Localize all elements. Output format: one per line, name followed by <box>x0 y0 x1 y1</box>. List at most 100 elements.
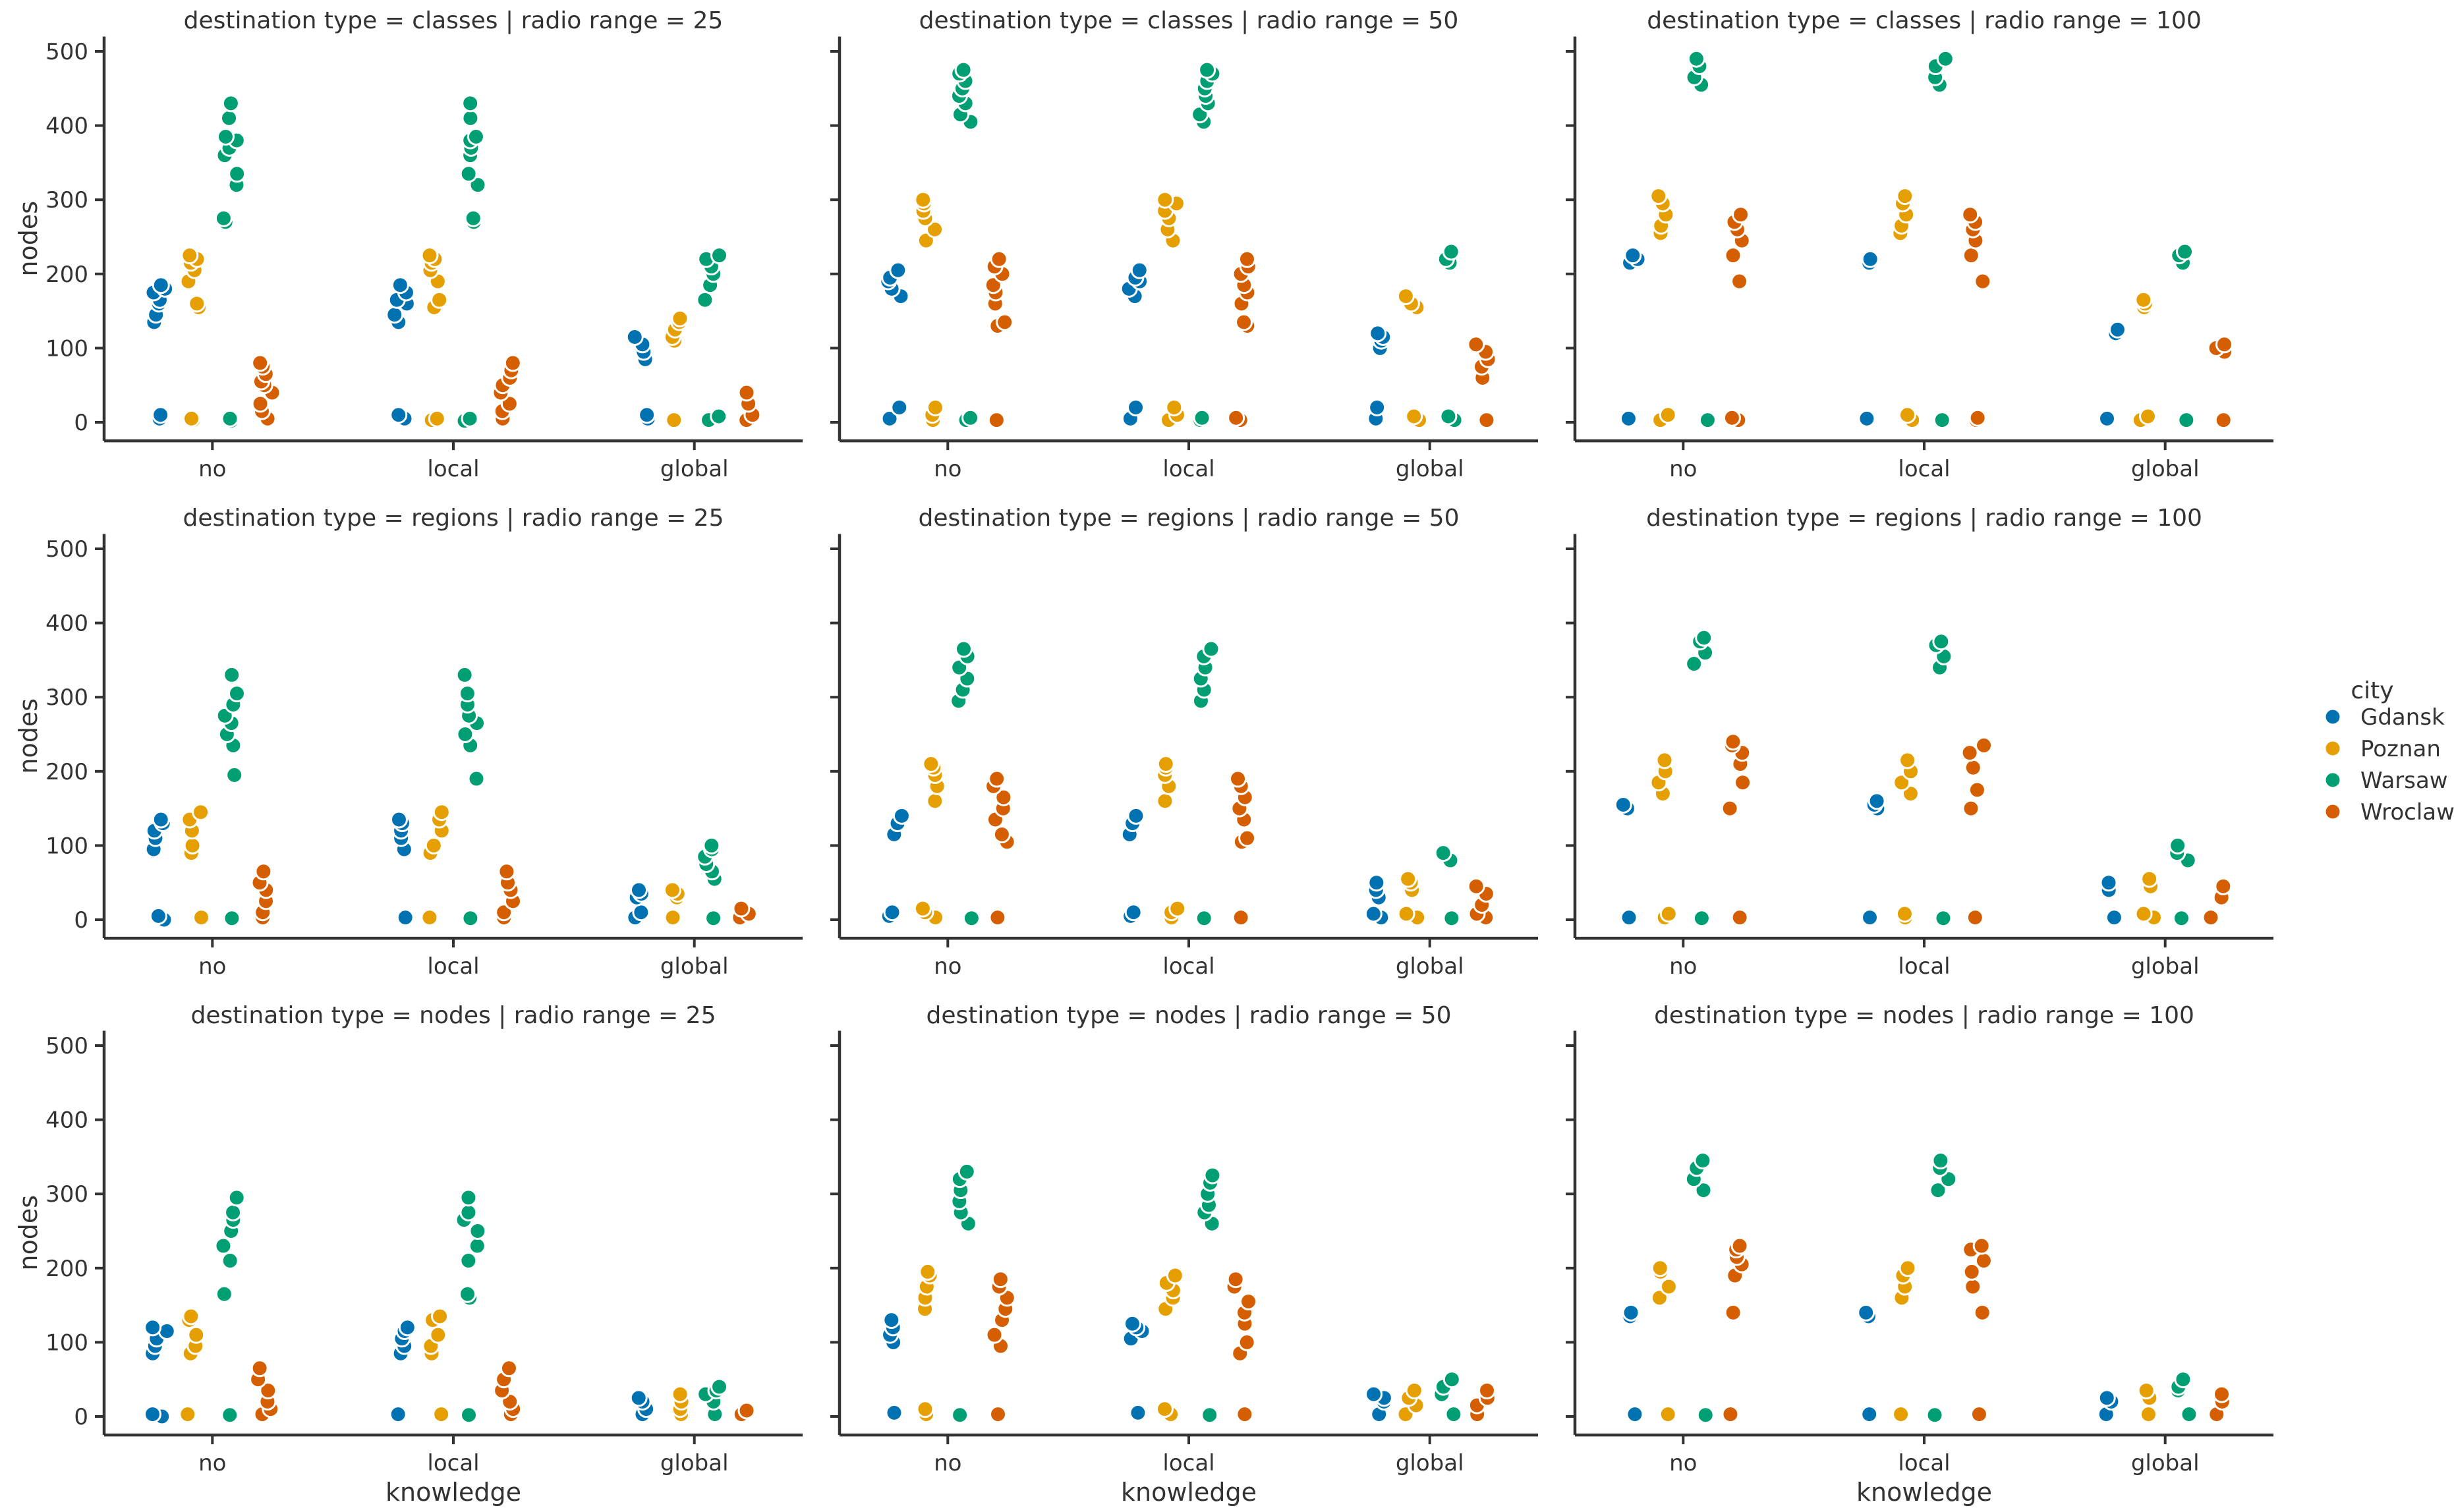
x-tick-label: local <box>427 456 479 482</box>
facet-title: destination type = nodes | radio range =… <box>927 1002 1452 1029</box>
data-point-poznan <box>183 836 202 854</box>
data-point-warsaw <box>957 1162 976 1181</box>
y-tick-label: 400 <box>45 113 88 140</box>
data-point-wroclaw <box>2202 909 2220 927</box>
data-point-poznan <box>181 246 199 265</box>
data-point-poznan <box>665 411 683 430</box>
data-point-poznan <box>926 220 944 238</box>
data-point-gdansk <box>1860 909 1879 927</box>
data-point-warsaw <box>1195 909 1213 928</box>
data-point-poznan <box>1659 406 1677 424</box>
data-point-warsaw <box>461 94 480 113</box>
data-point-poznan <box>671 1385 689 1403</box>
data-point-warsaw <box>461 109 480 127</box>
data-point-warsaw <box>1698 411 1717 430</box>
data-points <box>1619 49 2234 430</box>
data-point-wroclaw <box>499 1359 518 1378</box>
data-point-wroclaw <box>992 826 1011 844</box>
data-point-warsaw <box>1694 1181 1713 1200</box>
data-point-poznan <box>182 1307 200 1326</box>
legend-label-wroclaw: Wroclaw <box>2360 799 2454 826</box>
data-point-poznan <box>2134 291 2153 309</box>
data-point-gdansk <box>1124 903 1143 922</box>
data-point-wroclaw <box>254 862 273 881</box>
x-tick-label: global <box>2131 1450 2200 1476</box>
data-point-poznan <box>1405 1382 1423 1400</box>
data-points <box>1614 629 2233 928</box>
x-tick-label: no <box>1669 456 1697 482</box>
facet-title: destination type = nodes | radio range =… <box>191 1002 716 1029</box>
data-point-wroclaw <box>2212 1385 2231 1403</box>
data-point-warsaw <box>227 685 246 703</box>
data-point-gdansk <box>398 1318 416 1337</box>
y-tick-label: 400 <box>45 611 88 637</box>
data-point-wroclaw <box>1732 206 1750 224</box>
y-tick-label: 100 <box>45 335 88 362</box>
data-point-warsaw <box>1442 1370 1461 1389</box>
legend-marker-wroclaw <box>2324 802 2342 821</box>
x-tick-label: no <box>198 456 226 482</box>
data-point-gdansk <box>1622 1303 1640 1322</box>
data-point-wroclaw <box>988 770 1006 788</box>
data-point-poznan <box>1156 755 1175 773</box>
x-tick-label: no <box>198 953 226 980</box>
data-point-poznan <box>431 1307 449 1326</box>
data-point-warsaw <box>1203 1166 1222 1185</box>
data-point-warsaw <box>702 836 721 854</box>
data-point-poznan <box>1399 870 1417 888</box>
data-point-warsaw <box>1442 909 1461 928</box>
data-point-poznan <box>1896 187 1914 206</box>
data-point-poznan <box>424 836 443 854</box>
data-point-wroclaw <box>1964 758 1982 777</box>
data-point-poznan <box>179 1405 197 1424</box>
data-point-warsaw <box>2172 909 2190 928</box>
data-point-wroclaw <box>994 788 1013 806</box>
data-point-poznan <box>1898 751 1917 770</box>
data-point-warsaw <box>469 1222 487 1240</box>
data-point-poznan <box>1155 1400 1174 1418</box>
data-point-gdansk <box>1369 324 1387 343</box>
y-tick-label: 300 <box>45 187 88 213</box>
data-point-warsaw <box>223 665 241 684</box>
data-point-warsaw <box>1929 1181 1947 1200</box>
x-tick-label: no <box>934 456 961 482</box>
data-point-gdansk <box>1858 409 1876 428</box>
data-point-warsaw <box>458 1285 476 1303</box>
data-point-gdansk <box>1614 795 1632 814</box>
data-point-warsaw <box>704 909 723 928</box>
data-point-warsaw <box>710 1378 729 1396</box>
data-point-wroclaw <box>1238 829 1257 847</box>
data-point-warsaw <box>710 407 728 426</box>
data-point-wroclaw <box>498 862 516 881</box>
data-points <box>144 94 762 430</box>
data-point-wroclaw <box>989 1405 1008 1424</box>
data-point-gdansk <box>2099 874 2118 892</box>
data-point-gdansk <box>391 276 409 294</box>
data-point-wroclaw <box>1968 408 1987 427</box>
facet-panel: destination type = classes | radio range… <box>1566 7 2273 482</box>
data-point-warsaw <box>460 1406 478 1424</box>
data-point-wroclaw <box>1974 272 1992 291</box>
data-point-gdansk <box>880 409 899 428</box>
facet-panel: destination type = classes | radio range… <box>14 7 803 482</box>
data-point-wroclaw <box>1235 313 1253 331</box>
data-point-poznan <box>432 803 451 822</box>
x-tick-label: global <box>660 456 729 482</box>
data-point-poznan <box>1165 398 1184 416</box>
data-point-wroclaw <box>990 250 1008 268</box>
data-point-wroclaw <box>1232 909 1250 927</box>
y-tick-label: 500 <box>45 39 88 65</box>
data-point-poznan <box>1405 407 1423 426</box>
legend-marker-warsaw <box>2324 771 2342 789</box>
x-axis-title: knowledge <box>385 1478 521 1507</box>
x-tick-label: local <box>1162 456 1214 482</box>
data-point-gdansk <box>1367 874 1386 892</box>
data-point-warsaw <box>214 209 233 227</box>
legend-label-poznan: Poznan <box>2360 736 2441 762</box>
x-tick-label: no <box>1669 953 1697 980</box>
data-point-warsaw <box>1694 1152 1712 1170</box>
data-points <box>1621 1152 2231 1424</box>
data-point-warsaw <box>467 127 485 146</box>
data-point-warsaw <box>951 1406 969 1424</box>
